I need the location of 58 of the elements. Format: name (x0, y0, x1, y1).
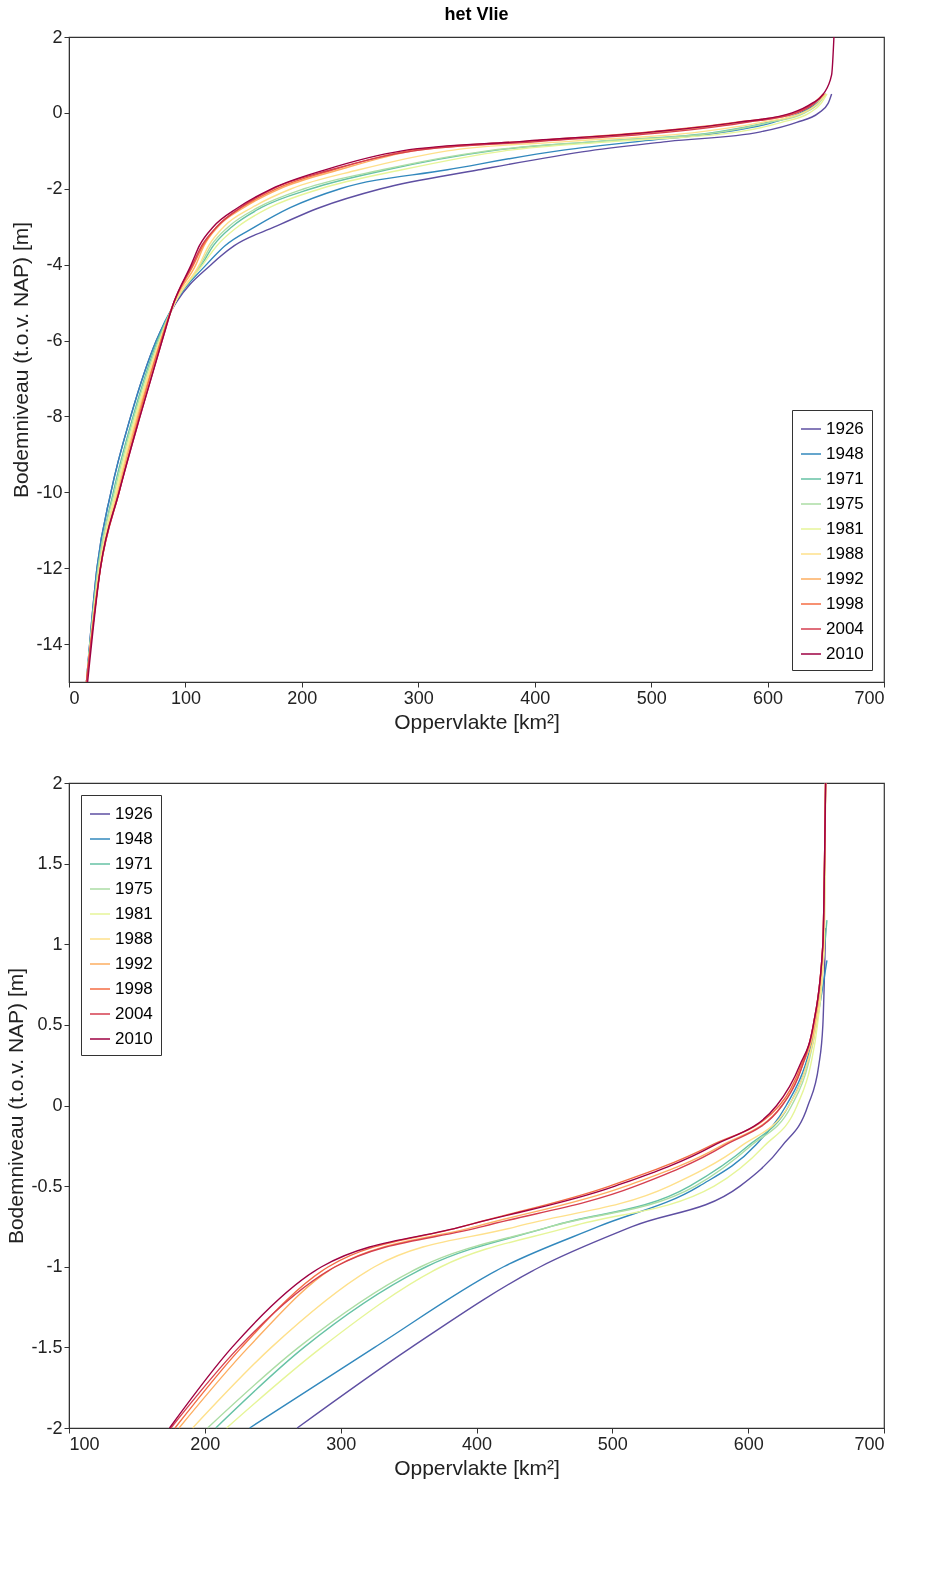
x-axis-title: Oppervlakte [km²] (394, 1455, 560, 1479)
legend-label: 1926 (115, 804, 153, 823)
x-tick-label: 300 (403, 687, 434, 708)
x-tick-label: 300 (326, 1433, 357, 1454)
x-tick-label: 500 (636, 687, 667, 708)
y-tick-label: -1 (46, 1256, 63, 1277)
legend-label: 1992 (826, 569, 864, 588)
y-tick-label: -8 (46, 405, 63, 426)
legend-label: 1948 (826, 444, 864, 463)
legend-label: 1971 (826, 469, 864, 488)
y-tick-label: 0.5 (37, 1014, 63, 1035)
x-tick-label: 0 (69, 687, 80, 708)
y-tick-label: 0 (52, 102, 63, 123)
x-axis-title: Oppervlakte [km²] (394, 709, 560, 733)
legend-label: 1975 (826, 494, 864, 513)
y-tick-label: -14 (36, 633, 63, 654)
legend-label: 1926 (826, 419, 864, 438)
y-tick-label: 1 (52, 933, 63, 954)
x-tick-label: 200 (190, 1433, 221, 1454)
x-tick-label: 100 (69, 1433, 100, 1454)
y-tick-label: -4 (46, 254, 63, 275)
x-tick-label: 500 (597, 1433, 628, 1454)
x-tick-label: 200 (287, 687, 318, 708)
y-tick-label: -12 (36, 557, 63, 578)
y-tick-label: -1.5 (31, 1336, 63, 1357)
legend-label: 1988 (115, 929, 153, 948)
legend-label: 1998 (826, 594, 864, 613)
y-tick-label: 2 (52, 26, 63, 47)
y-tick-label: -0.5 (31, 1175, 63, 1196)
y-tick-label: 2 (52, 772, 63, 793)
y-axis-title: Bodemniveau (t.o.v. NAP) [m] (9, 221, 33, 499)
legend-label: 2010 (115, 1029, 153, 1048)
x-tick-label: 700 (854, 687, 885, 708)
legend-label: 1981 (115, 904, 153, 923)
y-tick-label: -2 (46, 178, 63, 199)
legend-label: 1975 (115, 879, 153, 898)
x-tick-label: 400 (520, 687, 551, 708)
y-axis-title: Bodemniveau (t.o.v. NAP) [m] (4, 967, 28, 1245)
x-tick-label: 600 (753, 687, 784, 708)
legend-label: 1948 (115, 829, 153, 848)
x-tick-label: 700 (854, 1433, 885, 1454)
legend-label: 1971 (115, 854, 153, 873)
y-tick-label: -2 (46, 1417, 63, 1438)
x-tick-label: 100 (170, 687, 201, 708)
legend-label: 2004 (826, 619, 864, 638)
y-tick-label: -10 (36, 481, 63, 502)
y-tick-label: -6 (46, 330, 63, 351)
y-tick-label: 0 (52, 1095, 63, 1115)
chart-title: het Vlie (444, 4, 509, 24)
x-tick-label: 400 (461, 1433, 493, 1454)
y-tick-label: 1.5 (37, 853, 63, 874)
legend-label: 1998 (115, 979, 153, 998)
x-tick-label: 600 (733, 1433, 764, 1454)
legend-label: 1992 (115, 954, 153, 973)
legend-label: 1988 (826, 544, 864, 563)
legend-label: 1981 (826, 519, 864, 538)
legend-label: 2004 (115, 1004, 153, 1023)
legend-label: 2010 (826, 644, 864, 663)
